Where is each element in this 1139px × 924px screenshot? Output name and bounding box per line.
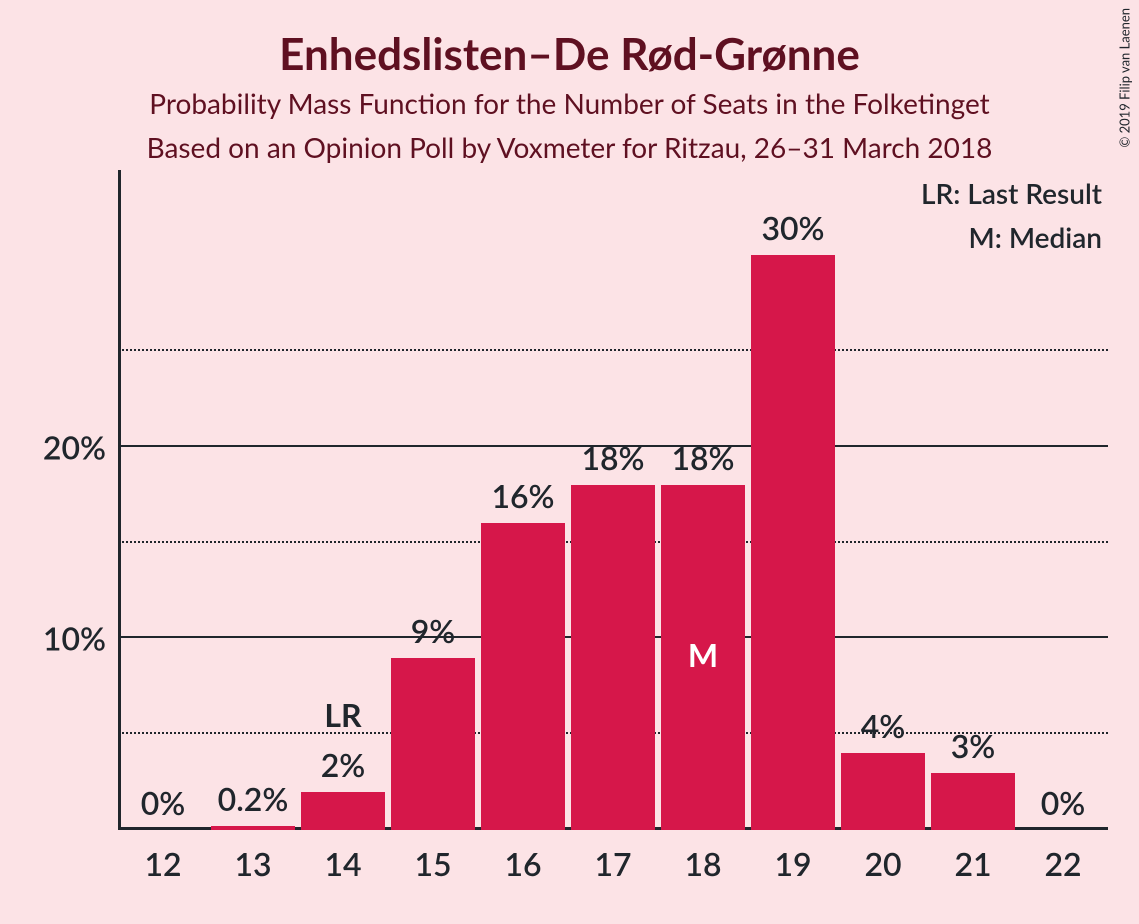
bar-value-label: 3% — [931, 726, 1016, 765]
bar — [301, 792, 386, 830]
x-tick-label: 17 — [568, 844, 658, 883]
copyright-text: © 2019 Filip van Laenen — [1117, 8, 1133, 148]
bar-value-label: 4% — [841, 706, 926, 745]
bar — [931, 773, 1016, 831]
x-tick-label: 18 — [658, 844, 748, 883]
bar-value-label: 16% — [481, 476, 566, 515]
plot-area: 0%0.2%2%LR9%16%18%18%M30%4%3%0% 12131415… — [118, 170, 1108, 830]
chart-subtitle-2: Based on an Opinion Poll by Voxmeter for… — [0, 130, 1139, 164]
bar — [751, 255, 836, 830]
bar — [391, 658, 476, 831]
bar — [211, 826, 296, 830]
x-tick-label: 22 — [1018, 844, 1108, 883]
bar-value-label: 2% — [301, 745, 386, 784]
bar-value-label: 0% — [121, 783, 206, 822]
bar-value-label: 18% — [571, 438, 656, 477]
bar-value-label: 18% — [661, 438, 746, 477]
x-tick-label: 19 — [748, 844, 838, 883]
y-tick-label: 20% — [43, 427, 106, 466]
bar-value-label: 0.2% — [211, 779, 296, 818]
x-tick-label: 20 — [838, 844, 928, 883]
bar-value-label: 30% — [751, 208, 836, 247]
chart-subtitle-1: Probability Mass Function for the Number… — [0, 86, 1139, 120]
median-marker: M — [661, 635, 746, 674]
x-tick-label: 21 — [928, 844, 1018, 883]
last-result-marker: LR — [301, 695, 386, 734]
y-tick-label: 10% — [43, 619, 106, 658]
bar — [841, 753, 926, 830]
chart-title: Enhedslisten–De Rød-Grønne — [0, 28, 1139, 80]
bar-value-label: 9% — [391, 611, 476, 650]
x-tick-label: 12 — [118, 844, 208, 883]
x-tick-label: 14 — [298, 844, 388, 883]
legend-m: M: Median — [921, 220, 1102, 254]
bars-group: 0%0.2%2%LR9%16%18%18%M30%4%3%0% — [118, 170, 1108, 830]
bar — [481, 523, 566, 830]
legend-lr: LR: Last Result — [921, 176, 1102, 210]
bar-value-label: 0% — [1021, 783, 1106, 822]
x-tick-label: 16 — [478, 844, 568, 883]
x-tick-label: 15 — [388, 844, 478, 883]
x-tick-label: 13 — [208, 844, 298, 883]
bar — [571, 485, 656, 830]
legend: LR: Last Result M: Median — [921, 176, 1102, 254]
